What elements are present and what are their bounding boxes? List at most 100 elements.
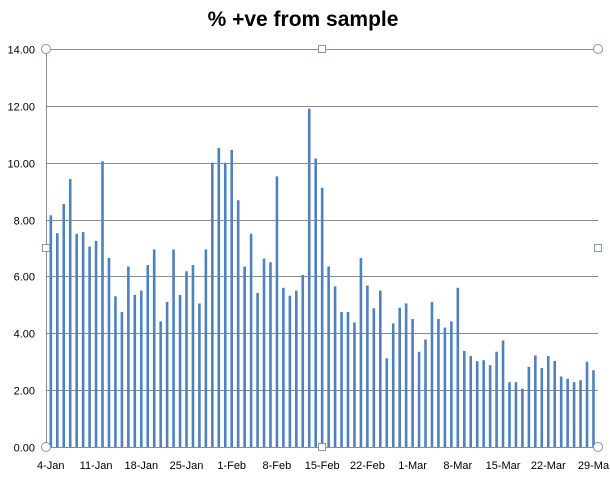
bar [133, 294, 137, 447]
bar [217, 147, 221, 447]
y-tick-label: 0.00 [14, 443, 35, 455]
bar [366, 285, 369, 447]
bar [333, 286, 337, 447]
bar [501, 340, 505, 447]
y-tick-label: 4.00 [14, 329, 35, 341]
bar [540, 367, 544, 447]
x-tick-label: 18-Jan [124, 460, 158, 472]
edge-resize-handle[interactable] [318, 443, 326, 451]
corner-resize-handle[interactable] [41, 44, 51, 54]
bar [152, 249, 156, 447]
bar [120, 311, 124, 447]
bar [514, 382, 518, 447]
bar [404, 303, 408, 447]
x-tick-label: 15-Feb [305, 460, 340, 472]
bar [230, 149, 234, 448]
bar [592, 370, 595, 447]
bar [68, 179, 72, 447]
bar [288, 295, 292, 447]
bar [475, 361, 479, 447]
bar [424, 339, 427, 447]
x-tick-label: 22-Feb [350, 460, 385, 472]
bar [546, 356, 550, 447]
x-tick-label: 11-Jan [80, 460, 113, 472]
bar [443, 327, 447, 447]
bar [340, 311, 343, 447]
bar [456, 287, 460, 447]
x-tick-label: 22-Mar [531, 460, 566, 472]
edge-resize-handle[interactable] [42, 244, 50, 252]
bar [172, 249, 175, 447]
bar [385, 358, 389, 447]
bar [307, 108, 311, 447]
bar [585, 361, 589, 447]
bar [559, 376, 563, 447]
bar [353, 322, 356, 447]
x-tick-label: 4-Jan [37, 460, 65, 472]
selection-handles[interactable] [41, 44, 603, 452]
bar [101, 161, 104, 448]
edge-resize-handle[interactable] [318, 45, 326, 53]
bar [527, 366, 531, 447]
bar [462, 350, 466, 447]
bar [211, 162, 214, 447]
y-tick-label: 10.00 [7, 159, 35, 171]
bar [139, 290, 143, 447]
bar [495, 351, 498, 447]
bar [553, 360, 557, 447]
bar [411, 319, 414, 447]
bar [178, 294, 182, 447]
bar [223, 162, 227, 447]
bar [320, 187, 324, 448]
bar [450, 321, 453, 447]
bar [301, 275, 305, 447]
bar [146, 265, 150, 447]
chart-title: % +ve from sample [208, 8, 399, 31]
bar [430, 302, 434, 447]
bar [521, 388, 524, 447]
bar [437, 319, 440, 447]
y-tick-labels: 0.00 2.00 4.00 6.00 8.00 10.00 12.00 14.00 [7, 45, 35, 455]
bar [579, 380, 582, 447]
bar [198, 303, 201, 447]
bar [327, 266, 330, 447]
x-tick-label: 8-Feb [263, 460, 292, 472]
bar [185, 271, 188, 447]
bar [482, 360, 485, 447]
bar [49, 215, 53, 447]
x-tick-labels: 4-Jan 11-Jan 18-Jan 25-Jan 1-Feb 8-Feb 15-Feb 2… [37, 460, 610, 472]
bar [566, 378, 569, 447]
bar [256, 292, 259, 447]
bar [359, 257, 363, 447]
bar [372, 308, 376, 447]
bar [534, 355, 537, 447]
bar [282, 287, 285, 447]
corner-resize-handle[interactable] [593, 442, 603, 452]
x-tick-label: 15-Mar [486, 460, 521, 472]
y-tick-label: 12.00 [7, 102, 35, 114]
corner-resize-handle[interactable] [593, 44, 603, 54]
bar [275, 176, 279, 448]
bar [314, 158, 317, 447]
y-tick-label: 6.00 [14, 272, 35, 284]
bar [236, 200, 240, 447]
bar [391, 323, 395, 447]
bar [572, 382, 576, 447]
bar [159, 321, 162, 447]
bar [88, 246, 91, 447]
bar [417, 351, 421, 447]
bar [107, 257, 111, 447]
bar [75, 233, 78, 447]
x-tick-label: 25-Jan [170, 460, 204, 472]
bar [295, 290, 298, 447]
x-tick-label: 29-Ma [578, 460, 610, 472]
corner-resize-handle[interactable] [41, 442, 51, 452]
y-tick-label: 8.00 [14, 216, 35, 228]
bar [262, 258, 266, 447]
bar [81, 232, 85, 447]
x-tick-label: 1-Feb [217, 460, 246, 472]
bar [508, 382, 511, 447]
bar-series [49, 108, 595, 448]
edge-resize-handle[interactable] [594, 244, 602, 252]
